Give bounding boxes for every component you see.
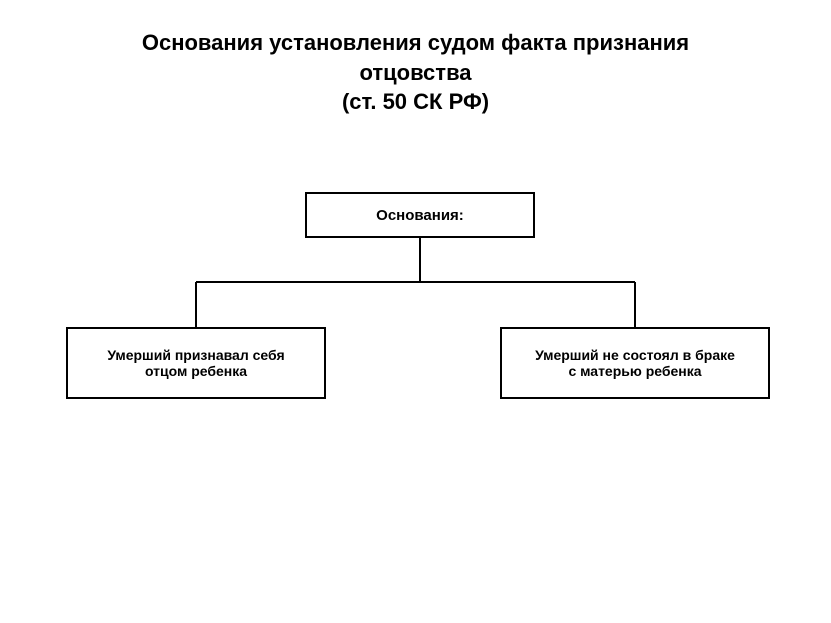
node-left: Умерший признавал себя отцом ребенка	[66, 327, 326, 399]
node-root: Основания:	[305, 192, 535, 238]
diagram-container: Основания: Умерший признавал себя отцом …	[0, 192, 831, 612]
node-right-line2: с матерью ребенка	[568, 363, 701, 379]
slide-title-block: Основания установления судом факта призн…	[0, 0, 831, 117]
title-line-3: (ст. 50 СК РФ)	[40, 87, 791, 117]
node-left-line2: отцом ребенка	[145, 363, 247, 379]
node-left-line1: Умерший признавал себя	[107, 347, 284, 363]
tree-connectors	[0, 192, 831, 612]
node-right: Умерший не состоял в браке с матерью реб…	[500, 327, 770, 399]
title-line-2: отцовства	[40, 58, 791, 88]
title-line-1: Основания установления судом факта призн…	[40, 28, 791, 58]
node-right-line1: Умерший не состоял в браке	[535, 347, 735, 363]
node-root-label: Основания:	[376, 207, 464, 224]
